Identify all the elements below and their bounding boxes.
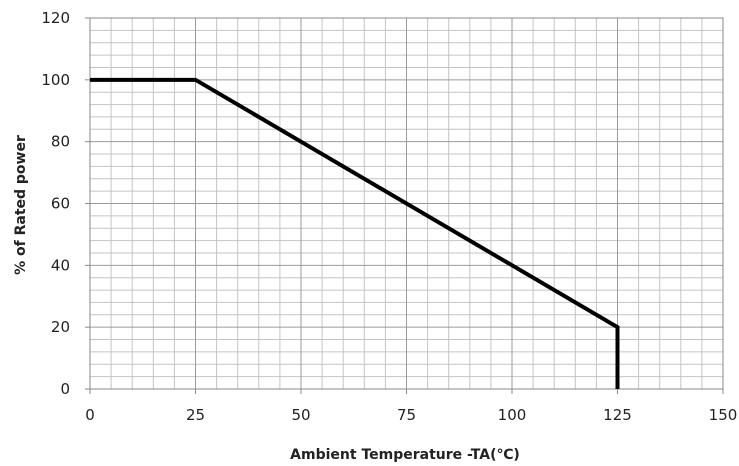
x-tick-label: 50 <box>291 406 310 424</box>
x-tick-label: 25 <box>186 406 205 424</box>
x-tick-label: 75 <box>397 406 416 424</box>
x-tick-label: 150 <box>709 406 738 424</box>
y-tick-label: 40 <box>51 256 70 274</box>
y-tick-label: 0 <box>60 380 70 398</box>
y-tick-labels: 0 20 40 60 80 100 120 <box>41 9 70 398</box>
x-tick-label: 100 <box>498 406 527 424</box>
series-layer <box>90 77 620 389</box>
y-tick-label: 80 <box>51 133 70 151</box>
derating-curve <box>90 77 620 389</box>
y-tick-label: 60 <box>51 195 70 213</box>
y-tick-label: 120 <box>41 9 70 27</box>
y-tick-label: 20 <box>51 318 70 336</box>
y-axis-label: % of Rated power <box>13 135 29 275</box>
y-tick-label: 100 <box>41 71 70 89</box>
x-axis-label: Ambient Temperature -TA(℃) <box>290 447 520 463</box>
x-tick-label: 125 <box>603 406 632 424</box>
x-tick-labels: 0 25 50 75 100 125 150 <box>85 406 737 424</box>
plot-frame <box>85 17 724 394</box>
x-tick-label: 0 <box>85 406 95 424</box>
